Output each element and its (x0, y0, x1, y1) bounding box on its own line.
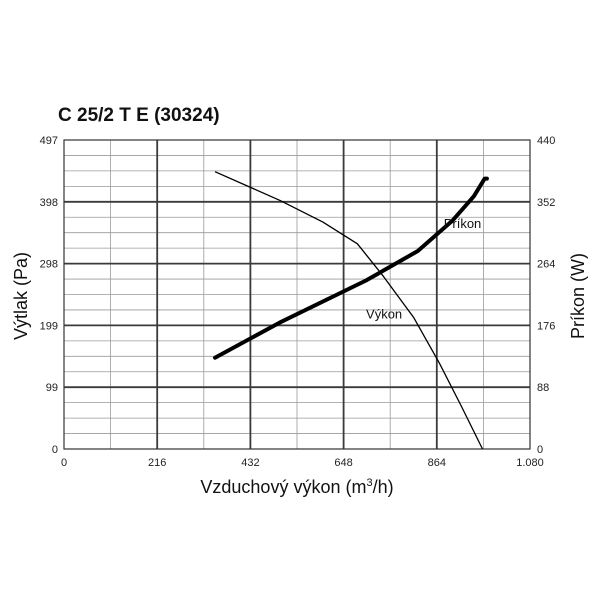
series-label-prikon: Príkon (444, 216, 482, 231)
x-tick-label: 864 (428, 457, 446, 469)
y-tick-label: 199 (40, 320, 58, 332)
x-axis-label-tail: /h) (373, 477, 394, 497)
y2-tick-label: 440 (537, 135, 555, 147)
x-tick-label: 648 (334, 457, 352, 469)
plot-frame (63, 139, 531, 450)
y2-tick-labels: 0 88 176 264 352 440 (537, 135, 555, 456)
y-tick-labels: 0 99 199 298 398 497 (40, 135, 58, 456)
x-tick-labels: 0 216 432 648 864 1.080 (61, 457, 544, 469)
y2-tick-label: 0 (537, 444, 543, 456)
x-axis-label-superscript: 3 (366, 477, 372, 489)
x-axis-label-main: Vzduchový výkon (m (200, 477, 366, 497)
x-axis-label: Vzduchový výkon (m3/h) (200, 477, 393, 497)
y-tick-label: 497 (40, 135, 58, 147)
x-tick-label: 216 (148, 457, 166, 469)
y-tick-label: 398 (40, 197, 58, 209)
y2-tick-label: 264 (537, 259, 555, 271)
x-tick-label: 1.080 (516, 457, 544, 469)
series-line-power (213, 176, 489, 360)
series-layer (213, 171, 489, 450)
chart-title: C 25/2 T E (30324) (58, 105, 220, 126)
series-labels: Výkon Príkon (366, 216, 481, 322)
y-tick-label: 0 (52, 444, 58, 456)
major-gridlines (64, 140, 530, 449)
y2-axis-label: Príkon (W) (568, 253, 588, 339)
series-line-performance (214, 171, 484, 450)
y2-tick-label: 88 (537, 382, 549, 394)
x-tick-label: 0 (61, 457, 67, 469)
y-tick-label: 99 (46, 382, 58, 394)
minor-gridlines (64, 140, 530, 449)
x-tick-label: 432 (241, 457, 259, 469)
y-axis-label: Výtlak (Pa) (11, 252, 31, 340)
y2-tick-label: 176 (537, 320, 555, 332)
series-label-vykon: Výkon (366, 306, 402, 321)
y2-tick-label: 352 (537, 197, 555, 209)
y-tick-label: 298 (40, 259, 58, 271)
